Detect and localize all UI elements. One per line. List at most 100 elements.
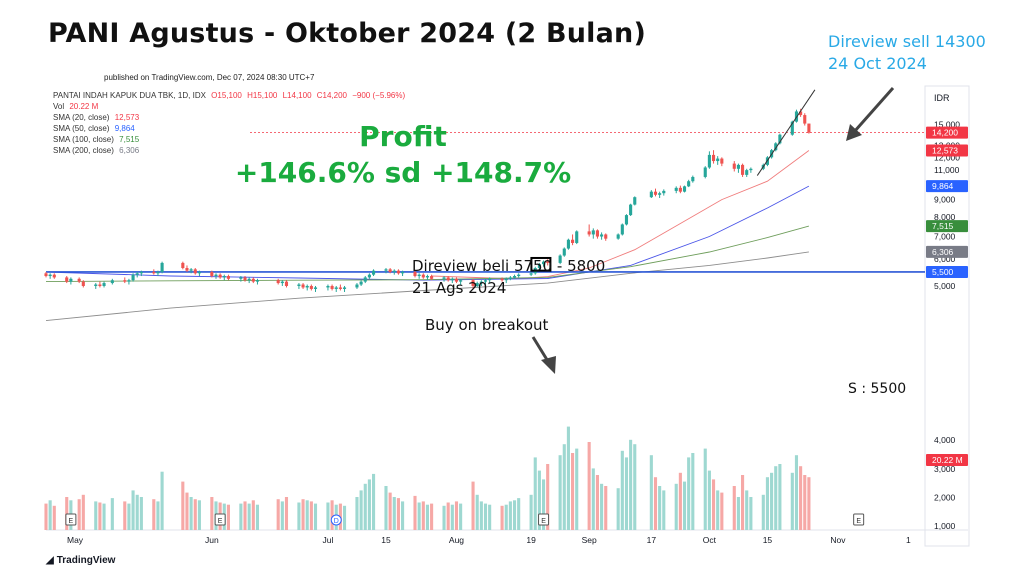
sell-annotation: Direview sell 14300 24 Oct 2024 [828, 31, 986, 75]
candle-body [313, 287, 318, 289]
candle-body [682, 186, 687, 192]
candle-body [280, 281, 284, 284]
volume-bar [616, 488, 620, 530]
volume-bar [633, 444, 637, 530]
candle-body [255, 280, 260, 282]
volume-bar [736, 497, 740, 530]
candle-body [69, 278, 73, 282]
candle-body [251, 278, 255, 282]
volume-bar [330, 500, 334, 530]
buy-annotation-line2: 21 Ags 2024 [412, 279, 507, 297]
price-axis-panel [924, 85, 970, 547]
earnings-marker[interactable] [538, 513, 550, 526]
volume-bar [392, 497, 396, 530]
volume-bar [504, 504, 508, 530]
candle-body [658, 193, 662, 195]
y-tick-label: 9,000 [934, 195, 956, 205]
volume-bar [425, 504, 430, 530]
volume-bar [533, 457, 537, 530]
legend-change: −900 (−5.96%) [352, 91, 406, 100]
candle-body [624, 215, 629, 225]
candle-body [595, 230, 600, 237]
sell-annotation-line1: Direview sell 14300 [828, 32, 986, 51]
volume-bar [620, 450, 624, 530]
volume-bar [687, 457, 691, 530]
volume-bar [562, 444, 566, 530]
price-label-text: 14,200 [932, 128, 958, 138]
candle-body [421, 274, 425, 278]
y-tick-label: 1,000 [934, 521, 956, 531]
candle-body [127, 280, 131, 282]
volume-bar [396, 498, 400, 530]
candle-body [355, 284, 359, 288]
sell-arrow-shaft [852, 87, 895, 133]
candle-body [459, 280, 463, 282]
dividend-marker[interactable] [330, 514, 342, 526]
marker-letter: E [69, 518, 74, 525]
y-tick-label: 11,000 [934, 165, 960, 175]
price-label-box [926, 126, 968, 139]
candle-body [160, 262, 164, 272]
candle-body [77, 278, 81, 282]
candle-body [504, 278, 508, 281]
price-label-text: 20.22 M [932, 455, 963, 465]
candle-body [778, 134, 782, 144]
volume-bar [749, 497, 753, 530]
sma-lines [45, 150, 810, 322]
candle-body [214, 274, 218, 277]
earnings-marker[interactable] [65, 513, 77, 526]
candle-body [210, 271, 214, 277]
candle-body [517, 274, 521, 277]
candle-body [600, 234, 604, 237]
candle-body [65, 277, 69, 282]
candle-body [803, 115, 807, 124]
candle-body [707, 154, 711, 168]
earnings-marker[interactable] [214, 513, 226, 526]
candle-body [139, 271, 143, 274]
legend-sma50-value: 9,864 [114, 124, 135, 133]
tradingview-logo: ◢ TradingView [46, 555, 115, 566]
annotations [530, 87, 895, 374]
price-label-box [926, 220, 968, 233]
candle-body [367, 274, 371, 278]
legend-sma100-label: SMA (100, close) [53, 135, 114, 144]
volume-bar [571, 453, 575, 530]
volume-bar [52, 505, 56, 530]
volume-bar [185, 492, 189, 530]
legend-low: L14,100 [282, 91, 312, 100]
earnings-marker[interactable] [853, 513, 865, 526]
volume-bar [160, 471, 164, 530]
candle-body [276, 280, 280, 284]
volume-bar [649, 455, 653, 530]
volume-bar [799, 466, 803, 530]
volume-bar [629, 439, 633, 530]
published-note: published on TradingView.com, Dec 07, 20… [104, 73, 315, 82]
volume-bar [707, 470, 711, 530]
sma200-line [45, 251, 809, 322]
candle-body [620, 224, 624, 235]
candle-body [110, 280, 114, 284]
legend-sma100-value: 7,515 [119, 135, 140, 144]
volume-bar [342, 505, 347, 530]
price-label-box [926, 453, 968, 466]
candle-body [736, 164, 740, 169]
x-tick-label: 19 [526, 535, 536, 545]
x-tick-label: Aug [449, 535, 464, 545]
candle-body [430, 276, 434, 279]
volume-bar [371, 473, 376, 530]
candle-body [649, 191, 653, 198]
candle-body [616, 234, 620, 239]
volume-bar [280, 501, 284, 530]
volume-bar [98, 502, 102, 530]
candle-body [342, 287, 347, 289]
volume-bar [44, 503, 48, 530]
volume-bar [794, 455, 799, 530]
price-label-text: 7,515 [932, 221, 954, 231]
volume-bar [517, 498, 521, 530]
x-tick-label: Oct [703, 535, 717, 545]
volume-bar [653, 477, 658, 530]
candle-body [633, 197, 637, 205]
volume-bar [508, 501, 512, 530]
volume-bar [711, 479, 716, 530]
